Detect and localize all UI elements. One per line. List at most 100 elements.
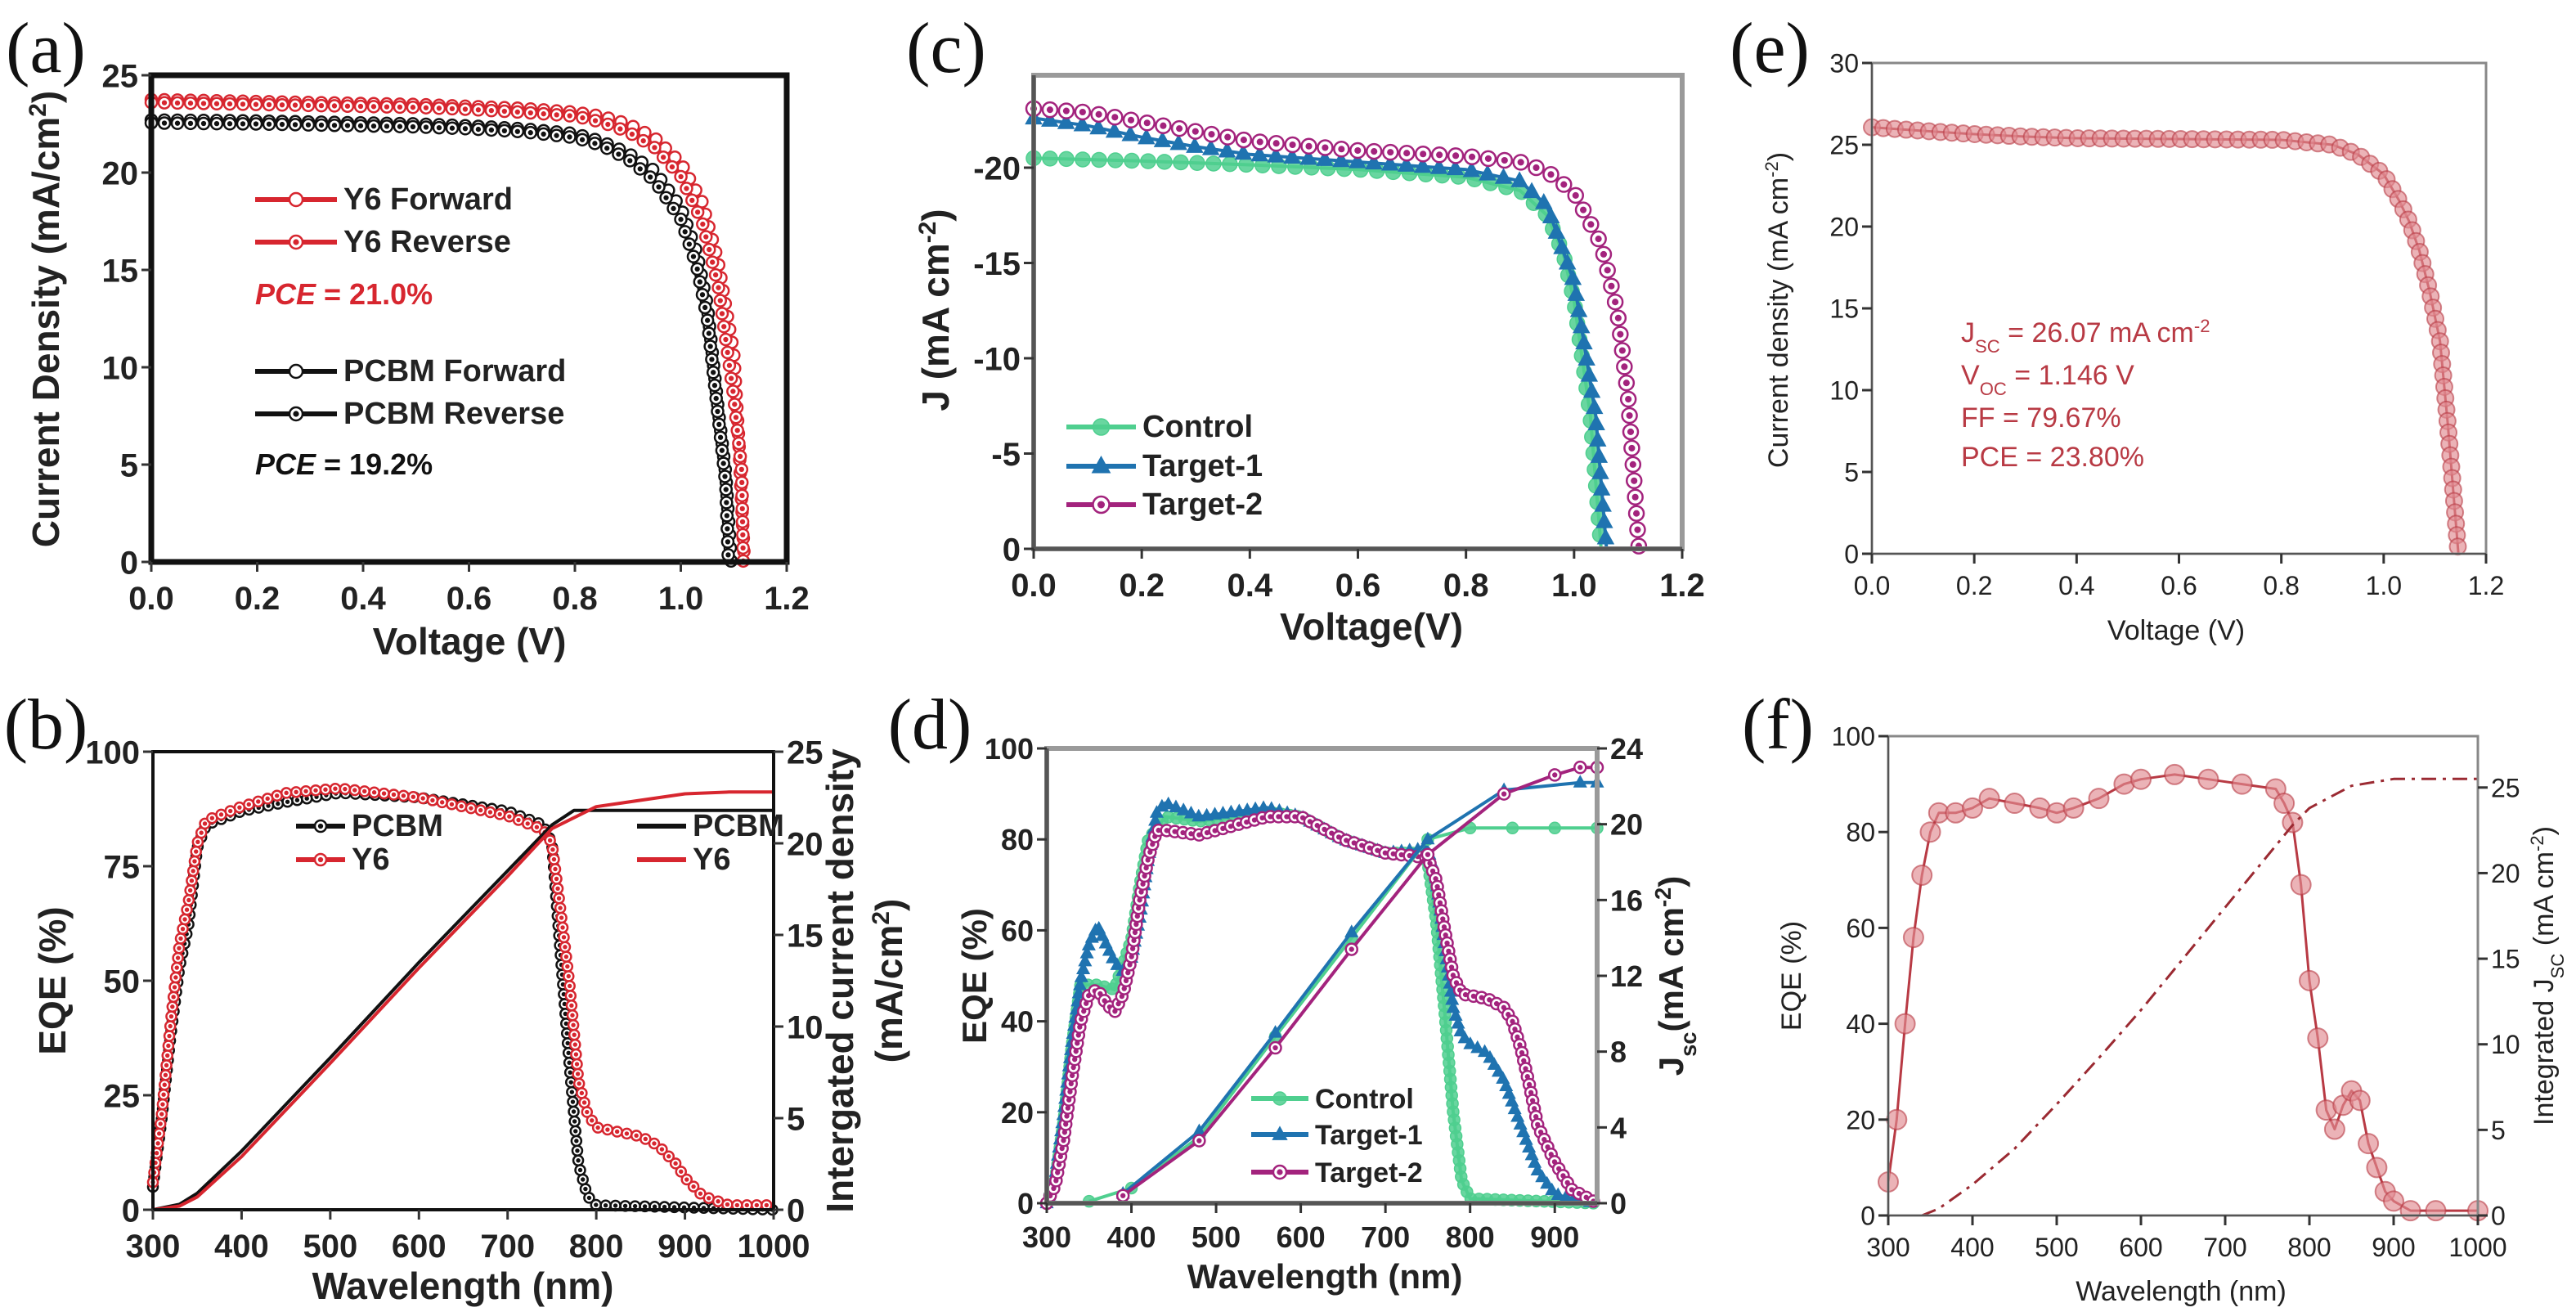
marker-dot-center <box>739 519 746 524</box>
marker-dot-center <box>1470 993 1477 999</box>
marker-dot-center <box>592 118 599 124</box>
marker-dot-center <box>698 1191 703 1196</box>
marker-dot-center <box>1072 1057 1078 1063</box>
marker-triangle <box>1573 775 1587 788</box>
marker-filled-circle <box>1173 154 1189 171</box>
marker-dot-center <box>568 993 573 999</box>
marker-triangle <box>1041 110 1059 127</box>
marker-dot-center <box>689 197 695 204</box>
series-markers-target-1 <box>1025 108 1615 545</box>
marker-triangle <box>1078 953 1093 967</box>
marker-dot-center <box>1436 151 1443 159</box>
marker-dot-center <box>488 108 495 114</box>
x-tick-label: 900 <box>2372 1233 2415 1262</box>
marker-triangle <box>1272 1126 1288 1140</box>
marker-dot-center <box>166 1043 171 1049</box>
marker-dot-center <box>362 789 367 794</box>
marker-dot-center <box>640 138 646 144</box>
marker-dot-center <box>381 791 387 796</box>
marker-dot-center <box>1600 250 1608 258</box>
x-tick-label: 500 <box>2035 1233 2078 1262</box>
marker-filled-circle <box>1156 154 1173 170</box>
marker-dot-center <box>294 798 300 802</box>
y2-tick-label: 10 <box>2491 1030 2520 1059</box>
marker-triangle <box>1381 154 1399 171</box>
marker-dot-center <box>209 816 215 820</box>
marker-dot-center <box>572 1119 577 1124</box>
marker-triangle <box>1081 937 1096 950</box>
marker-dot-center <box>333 786 338 791</box>
marker-triangle <box>1540 1175 1555 1189</box>
marker-triangle <box>1349 152 1367 168</box>
marker-dot-center <box>730 389 736 394</box>
y-axis-label: EQE (%) <box>955 908 994 1044</box>
marker-dot-center <box>590 1118 595 1123</box>
marker-dot-center <box>739 492 745 498</box>
y-tick-label: -15 <box>973 246 1021 282</box>
marker-dot-center <box>719 311 725 317</box>
marker-dot-center <box>357 103 364 110</box>
legend-label: Y6 <box>693 842 730 877</box>
marker-triangle <box>1176 802 1191 816</box>
y-tick-label: 0 <box>1017 1187 1034 1220</box>
marker-dot-center <box>1577 765 1583 771</box>
marker-dot-center <box>189 878 195 883</box>
y2-tick-label: 25 <box>2491 773 2520 802</box>
marker-dot-center <box>1188 831 1194 837</box>
x-tick-label: 400 <box>214 1229 269 1265</box>
series-group <box>1878 763 2488 1222</box>
marker-dot-center <box>173 975 178 980</box>
marker-soft-circle <box>2358 1133 2380 1155</box>
marker-soft-circle <box>2299 969 2320 991</box>
y-tick-label: 25 <box>102 58 139 94</box>
marker-dot-center <box>583 1186 588 1192</box>
marker-dot-center <box>673 1161 678 1166</box>
marker-soft-circle <box>1911 864 1933 886</box>
marker-dot-center <box>572 1042 577 1047</box>
x-axis-label: Voltage(V) <box>1280 605 1463 648</box>
marker-dot-center <box>558 905 563 910</box>
y2-tick-label: 4 <box>1610 1111 1627 1144</box>
marker-dot-center <box>571 1022 576 1027</box>
marker-filled-circle <box>1548 821 1561 835</box>
marker-triangle <box>1153 131 1172 147</box>
x-tick-label: 0.4 <box>340 581 386 617</box>
marker-dot-center <box>1462 991 1469 998</box>
marker-dot-center <box>213 120 220 127</box>
marker-soft-circle <box>2231 773 2253 795</box>
marker-dot-center <box>678 173 684 180</box>
marker-soft-circle <box>2130 768 2152 790</box>
annotation-text: PCE = 21.0% <box>255 277 433 311</box>
marker-dot-center <box>563 954 569 959</box>
y2-axis-label: Integrated JSC (mA cm-2) <box>2527 826 2568 1126</box>
marker-dot-center <box>475 126 482 133</box>
marker-triangle <box>1413 156 1432 173</box>
marker-soft-circle <box>2004 793 2026 815</box>
x-tick-label: 1.2 <box>2468 571 2504 600</box>
panel-letter: (f) <box>1742 685 1814 765</box>
marker-dot-center <box>686 241 692 247</box>
marker-dot-center <box>171 995 176 1000</box>
marker-soft-circle <box>1919 821 1941 843</box>
marker-dot-center <box>423 105 429 110</box>
marker-dot-center <box>1533 164 1540 172</box>
legend-label: PCBM <box>693 809 784 843</box>
marker-dot-center <box>725 349 730 356</box>
marker-dot-center <box>725 1202 730 1207</box>
marker-dot-center <box>1631 477 1638 484</box>
marker-dot-center <box>194 849 199 854</box>
x-tick-label: 1000 <box>738 1229 810 1265</box>
series-markers-target-2 <box>1025 100 1648 555</box>
marker-dot-center <box>564 1031 569 1036</box>
legend-label: Y6 <box>352 842 389 877</box>
marker-dot-center <box>656 184 662 190</box>
marker-triangle <box>1551 1187 1565 1201</box>
legend-label: Y6 Reverse <box>343 225 511 259</box>
y-tick-label: 0 <box>1003 532 1021 568</box>
marker-dot-center <box>1631 493 1639 501</box>
marker-dot-center <box>1440 916 1446 922</box>
marker-dot-center <box>725 552 731 558</box>
x-tick-label: 400 <box>1950 1233 1994 1262</box>
marker-dot-center <box>213 101 220 106</box>
marker-dot-center <box>410 124 416 130</box>
